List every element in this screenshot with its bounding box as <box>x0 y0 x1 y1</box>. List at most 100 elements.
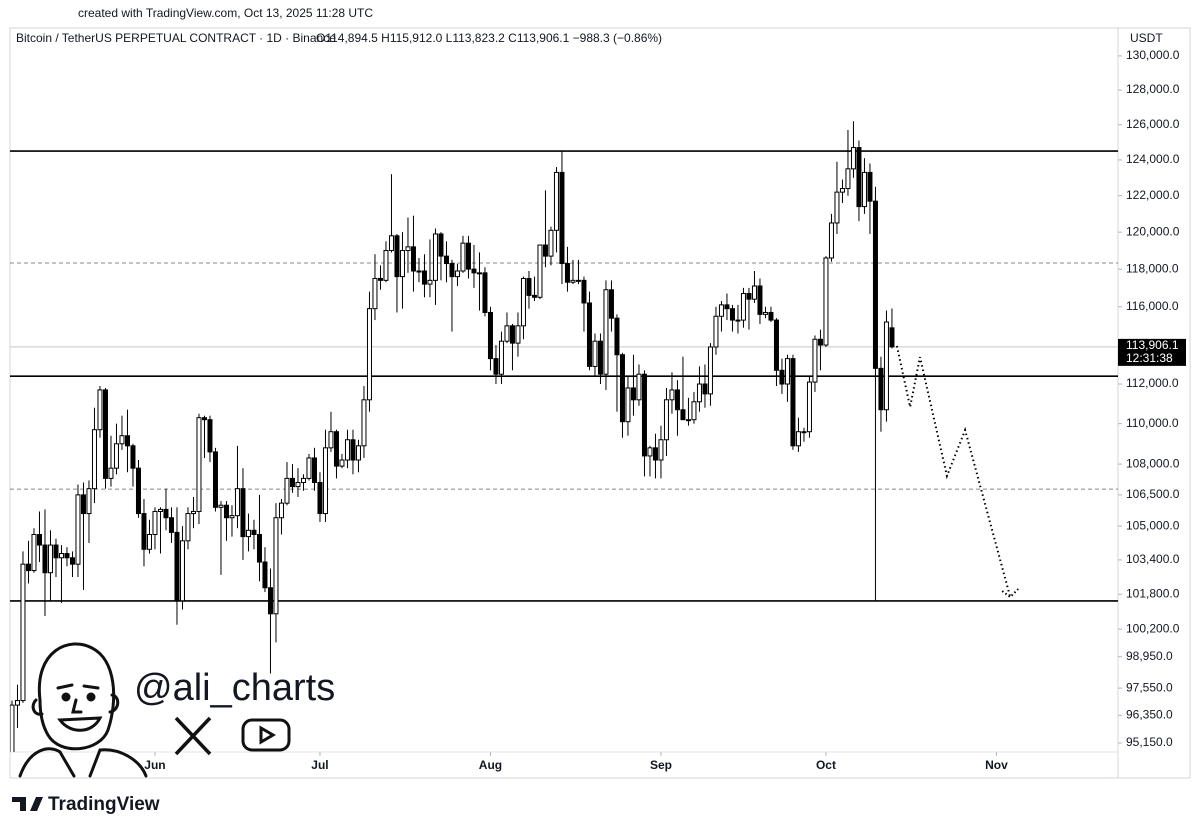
x-tick-label: Jul <box>311 758 328 772</box>
y-tick-label: 122,000.0 <box>1126 188 1180 202</box>
candle-body <box>328 431 334 449</box>
candle-body <box>163 508 169 519</box>
candle-body <box>570 279 576 283</box>
axes: 95,150.0 96,350.0 97,550.0 98,950.0 100,200.… <box>144 48 1186 772</box>
candle-body <box>317 482 323 515</box>
candle-body <box>817 338 823 346</box>
candle-body <box>548 229 554 257</box>
candle-body <box>883 321 889 411</box>
candle-body <box>575 279 581 282</box>
projection-path <box>895 345 1012 598</box>
candle-body <box>531 294 537 298</box>
candle-body <box>790 358 796 447</box>
candle-body <box>801 431 807 434</box>
chart-frame <box>9 27 1191 779</box>
candle-body <box>454 270 460 278</box>
candle-body <box>762 311 768 315</box>
candle-body <box>476 272 482 275</box>
candle-body <box>69 557 75 565</box>
candle-body <box>146 534 152 550</box>
candle-body <box>537 244 543 298</box>
candle-body <box>861 171 867 208</box>
plot <box>10 121 1118 752</box>
candle-body <box>889 327 895 348</box>
candle-body <box>256 534 262 563</box>
candle-body <box>383 250 389 281</box>
x-tick-label: Jun <box>144 758 165 772</box>
candle-body <box>36 534 42 546</box>
candle-body <box>42 544 48 574</box>
candle-body <box>438 233 444 257</box>
candle-body <box>735 319 741 322</box>
candle-body <box>322 447 328 515</box>
candle-body <box>696 383 702 403</box>
candle-body <box>564 263 570 283</box>
candle-body <box>795 431 801 447</box>
candle-body <box>636 373 642 401</box>
y-tick-label: 116,000.0 <box>1126 299 1179 313</box>
candle-body <box>702 383 708 395</box>
candle-body <box>867 171 873 202</box>
candle-body <box>278 502 284 519</box>
candle-body <box>91 429 97 490</box>
candle-body <box>234 488 240 517</box>
candle-body <box>834 191 840 224</box>
candle-body <box>779 369 785 385</box>
candle-body <box>509 325 515 344</box>
candle-body <box>394 235 400 278</box>
candle-body <box>350 439 356 461</box>
y-tick-label: 106,500.0 <box>1126 487 1180 501</box>
x-tick-label: Oct <box>816 758 836 772</box>
candle-body <box>267 587 273 615</box>
candle-body <box>641 373 647 457</box>
candle-body <box>295 482 301 488</box>
countdown: 12:31:38 <box>1126 351 1173 365</box>
candle-body <box>850 147 856 170</box>
projection-arrowhead <box>1001 588 1019 599</box>
candle-body <box>691 401 697 421</box>
candle-body <box>608 289 614 319</box>
candle-body <box>493 358 499 375</box>
y-tick-label: 100,200.0 <box>1126 621 1180 635</box>
candle-body <box>218 504 224 508</box>
candle-body <box>504 325 510 342</box>
candle-body <box>240 488 246 538</box>
candle-body <box>487 311 493 360</box>
candle-body <box>647 447 653 457</box>
candle-body <box>625 387 631 423</box>
candle-body <box>872 200 878 369</box>
brand: TradingView <box>48 794 160 815</box>
candle-body <box>251 529 257 536</box>
candle-body <box>845 168 851 190</box>
candle-body <box>229 515 235 519</box>
candle-body <box>713 315 719 348</box>
candle-body <box>520 277 526 327</box>
candle-body <box>399 250 405 278</box>
candle-body <box>685 419 691 422</box>
candle-body <box>542 244 548 257</box>
candle-body <box>603 289 609 375</box>
candle-body <box>443 255 449 265</box>
x-tick-label: Nov <box>985 758 1008 772</box>
candle-body <box>581 279 587 304</box>
candle-body <box>75 494 81 565</box>
candle-body <box>553 171 559 231</box>
candle-body <box>311 457 317 484</box>
candle-body <box>768 311 774 321</box>
y-tick-label: 124,000.0 <box>1126 152 1180 166</box>
candle-body <box>597 340 603 375</box>
y-tick-label: 120,000.0 <box>1126 224 1180 238</box>
y-tick-label: 126,000.0 <box>1126 117 1180 131</box>
candle-body <box>245 529 251 538</box>
candle-body <box>201 417 207 421</box>
y-tick-label: 97,550.0 <box>1126 680 1173 694</box>
candle-body <box>306 457 312 479</box>
candle-body <box>273 517 279 615</box>
candle-body <box>355 445 361 461</box>
candle-body <box>740 293 746 321</box>
candle-body <box>108 467 114 479</box>
candle-body <box>746 293 752 300</box>
candle-body <box>619 354 625 423</box>
candle-body <box>823 257 829 346</box>
